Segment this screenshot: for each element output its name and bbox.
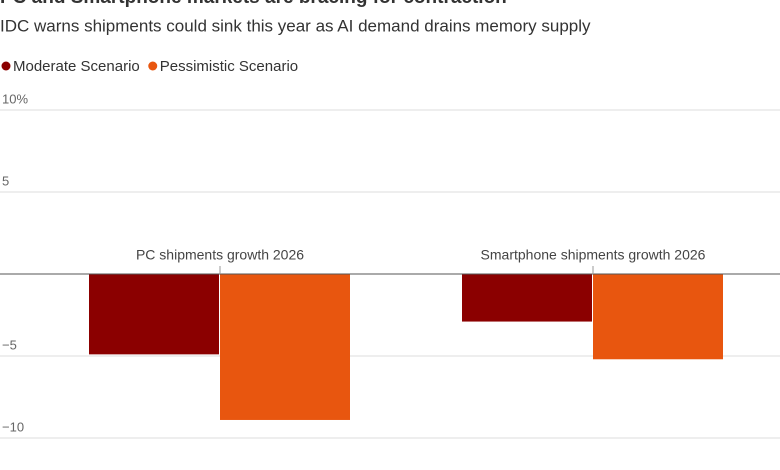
legend-swatch [1, 61, 11, 71]
category-label: Smartphone shipments growth 2026 [481, 247, 706, 263]
legend-label: Pessimistic Scenario [160, 58, 298, 75]
y-tick-label: 10% [2, 91, 28, 106]
y-tick-label: −10 [2, 419, 24, 434]
bar [220, 274, 350, 420]
bar [89, 274, 219, 355]
category-label: PC shipments growth 2026 [136, 247, 304, 263]
bar [593, 274, 723, 360]
y-tick-label: 5 [2, 173, 9, 188]
bar [462, 274, 592, 322]
chart-subtitle: IDC warns shipments could sink this year… [0, 16, 591, 35]
legend-swatch [148, 61, 158, 71]
legend-label: Moderate Scenario [13, 58, 140, 75]
chart-title: PC and Smartphone markets are bracing fo… [0, 0, 507, 8]
y-tick-label: −5 [2, 337, 17, 352]
